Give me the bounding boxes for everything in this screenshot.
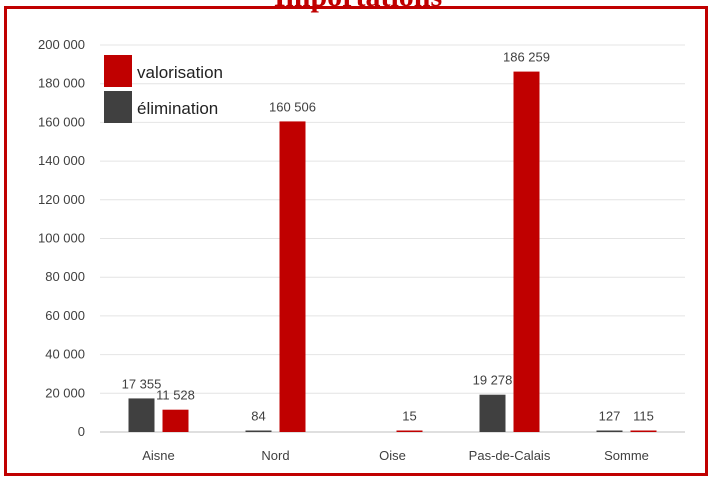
chart-frame [4, 6, 708, 476]
bar-élimination-Pas-de-Calais [479, 394, 506, 432]
data-label: 115 [633, 409, 654, 424]
x-tick-label: Somme [604, 448, 649, 463]
y-tick-label: 20 000 [45, 385, 85, 400]
legend-label: valorisation [137, 63, 223, 82]
data-label: 19 278 [473, 373, 513, 388]
x-tick-label: Aisne [142, 448, 175, 463]
y-tick-label: 80 000 [45, 269, 85, 284]
y-tick-label: 160 000 [38, 114, 85, 129]
x-tick-label: Pas-de-Calais [469, 448, 551, 463]
data-label: 11 528 [156, 388, 195, 403]
bar-valorisation-Aisne [162, 409, 189, 432]
bar-valorisation-Pas-de-Calais [513, 71, 540, 432]
x-tick-label: Oise [379, 448, 406, 463]
data-label: 84 [251, 409, 265, 424]
bar-élimination-Nord [245, 430, 272, 432]
y-tick-label: 100 000 [38, 231, 85, 246]
y-tick-label: 180 000 [38, 76, 85, 91]
bar-valorisation-Somme [630, 430, 657, 432]
x-tick-label: Nord [261, 448, 289, 463]
legend-label: élimination [137, 99, 218, 118]
y-tick-label: 40 000 [45, 347, 85, 362]
legend-swatch [104, 55, 132, 87]
bar-élimination-Somme [596, 430, 623, 432]
y-tick-label: 120 000 [38, 192, 85, 207]
y-tick-label: 140 000 [38, 153, 85, 168]
bar-valorisation-Nord [279, 121, 306, 432]
y-tick-label: 60 000 [45, 308, 85, 323]
data-label: 15 [402, 409, 416, 424]
data-label: 127 [599, 409, 621, 424]
data-label: 17 355 [122, 376, 162, 391]
data-label: 186 259 [503, 50, 550, 65]
data-label: 160 506 [269, 99, 316, 114]
legend-swatch [104, 91, 132, 123]
bar-valorisation-Oise [396, 430, 423, 432]
y-tick-label: 0 [78, 424, 85, 439]
y-tick-label: 200 000 [38, 37, 85, 52]
chart-title: Importations [0, 0, 716, 14]
bar-élimination-Aisne [128, 398, 155, 432]
